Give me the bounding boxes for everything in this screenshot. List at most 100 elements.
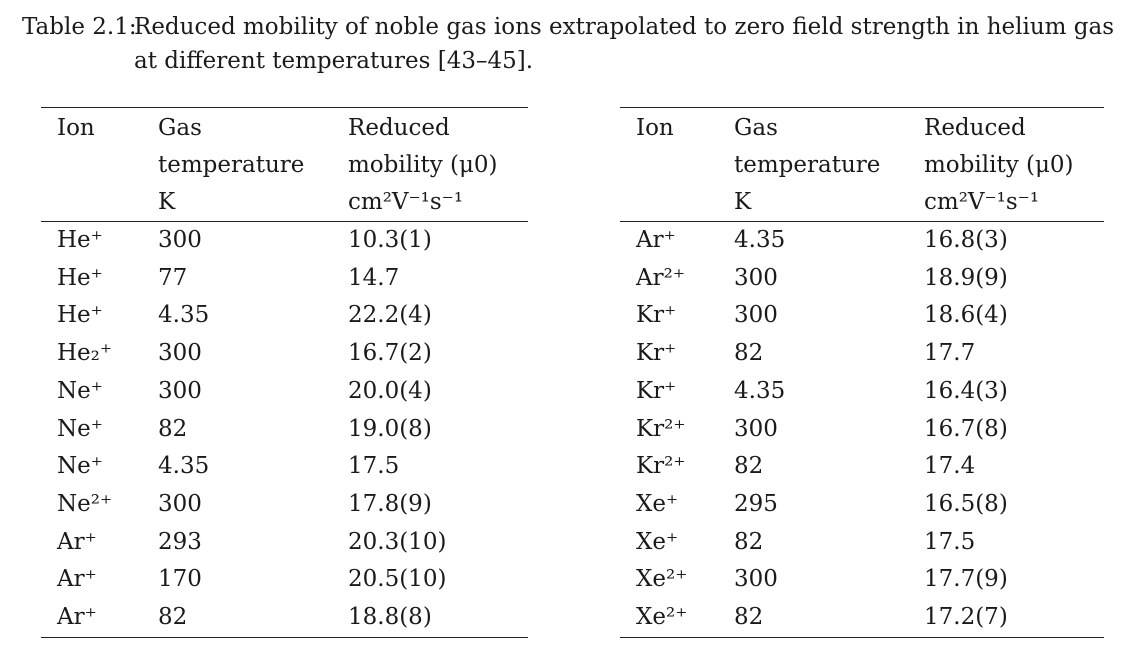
ion-cell: Xe²⁺ bbox=[620, 599, 734, 638]
ion-cell: Ne⁺ bbox=[57, 453, 103, 480]
mobility-cell: 17.4 bbox=[924, 453, 976, 480]
table-row: He⁺ 4.35 22.2(4) bbox=[41, 297, 528, 335]
ion-cell: Kr⁺ bbox=[636, 377, 677, 404]
ion-cell: He⁺ bbox=[57, 264, 103, 291]
mobility-cell: 16.7(2) bbox=[348, 340, 432, 367]
ion-cell: Ar⁺ bbox=[41, 599, 158, 638]
mobility-cell: 14.7 bbox=[348, 264, 400, 291]
table-row: Ne⁺ 300 20.0(4) bbox=[41, 373, 528, 411]
mobility-cell: 20.3(10) bbox=[348, 528, 447, 555]
ion-cell: Ne⁺ bbox=[57, 377, 103, 404]
mobility-cell: 20.5(10) bbox=[348, 566, 447, 593]
temperature-cell: 170 bbox=[158, 566, 202, 593]
mobility-cell: 18.6(4) bbox=[924, 302, 1008, 329]
ion-cell: Ne²⁺ bbox=[57, 490, 113, 517]
table-row: He⁺ 300 10.3(1) bbox=[41, 222, 528, 260]
mobility-cell: 16.7(8) bbox=[924, 415, 1008, 442]
temperature-cell: 295 bbox=[734, 490, 778, 517]
mobility-cell: 17.7(9) bbox=[924, 566, 1008, 593]
ion-cell: Ar⁺ bbox=[57, 528, 97, 555]
temperature-cell: 82 bbox=[158, 599, 348, 638]
ion-cell: He⁺ bbox=[57, 227, 103, 253]
table-row: Xe²⁺ 82 17.2(7) bbox=[620, 599, 1104, 638]
mobility-cell: 17.5 bbox=[924, 528, 976, 555]
table-row: Xe⁺ 82 17.5 bbox=[620, 524, 1104, 562]
caption-label: Table 2.1: bbox=[22, 14, 137, 40]
ion-cell: Kr²⁺ bbox=[636, 415, 686, 442]
table-row: Ne⁺ 4.35 17.5 bbox=[41, 448, 528, 486]
mobility-cell: 20.0(4) bbox=[348, 377, 432, 404]
table-row: Ne⁺ 82 19.0(8) bbox=[41, 411, 528, 449]
header-row: Ion Gas temperature K Reduced mobility (… bbox=[41, 107, 528, 222]
mobility-cell: 17.5 bbox=[348, 453, 400, 480]
mobility-cell: 16.5(8) bbox=[924, 490, 1008, 517]
caption-line-1: Reduced mobility of noble gas ions extra… bbox=[134, 14, 1115, 40]
ion-cell: Ar⁺ bbox=[636, 227, 676, 253]
header-mobility: Reduced mobility (μ0) cm²V⁻¹s⁻¹ bbox=[348, 107, 528, 222]
table-row: Xe²⁺ 300 17.7(9) bbox=[620, 561, 1104, 599]
table-row: Xe⁺ 295 16.5(8) bbox=[620, 486, 1104, 524]
temperature-cell: 300 bbox=[158, 490, 202, 517]
table-row: Kr²⁺ 300 16.7(8) bbox=[620, 411, 1104, 449]
temperature-cell: 4.35 bbox=[734, 227, 786, 253]
mobility-table-left: Ion Gas temperature K Reduced mobility (… bbox=[41, 107, 528, 638]
ion-cell: He₂⁺ bbox=[57, 340, 113, 367]
table-row: Ar⁺ 4.35 16.8(3) bbox=[620, 222, 1104, 260]
mobility-cell: 17.8(9) bbox=[348, 490, 432, 517]
table-row: Ar⁺ 293 20.3(10) bbox=[41, 524, 528, 562]
temperature-cell: 300 bbox=[734, 264, 778, 291]
temperature-cell: 300 bbox=[158, 377, 202, 404]
ion-cell: Ne⁺ bbox=[57, 415, 103, 442]
temperature-cell: 300 bbox=[734, 415, 778, 442]
ion-cell: Kr²⁺ bbox=[636, 453, 686, 480]
temperature-cell: 82 bbox=[734, 453, 764, 480]
mobility-cell: 18.9(9) bbox=[924, 264, 1008, 291]
header-ion: Ion bbox=[41, 107, 158, 222]
ion-cell: Kr⁺ bbox=[636, 340, 677, 367]
temperature-cell: 300 bbox=[158, 340, 202, 367]
table-row: Kr⁺ 82 17.7 bbox=[620, 335, 1104, 373]
header-mobility: Reduced mobility (μ0) cm²V⁻¹s⁻¹ bbox=[924, 107, 1104, 222]
temperature-cell: 300 bbox=[734, 302, 778, 329]
temperature-cell: 82 bbox=[734, 599, 924, 638]
table-row: Kr⁺ 300 18.6(4) bbox=[620, 297, 1104, 335]
ion-cell: Kr⁺ bbox=[636, 302, 677, 329]
table-row: Ar⁺ 170 20.5(10) bbox=[41, 561, 528, 599]
ion-cell: He⁺ bbox=[57, 302, 103, 329]
ion-cell: Xe²⁺ bbox=[636, 566, 688, 593]
ion-cell: Ar²⁺ bbox=[636, 264, 685, 291]
header-ion: Ion bbox=[620, 107, 734, 222]
temperature-cell: 4.35 bbox=[734, 377, 786, 404]
table-row: Kr²⁺ 82 17.4 bbox=[620, 448, 1104, 486]
header-row: Ion Gas temperature K Reduced mobility (… bbox=[620, 107, 1104, 222]
table-row: Ar²⁺ 300 18.9(9) bbox=[620, 260, 1104, 298]
header-temperature: Gas temperature K bbox=[158, 107, 348, 222]
temperature-cell: 82 bbox=[158, 415, 188, 442]
temperature-cell: 77 bbox=[158, 264, 188, 291]
caption-line-2: at different temperatures [43–45]. bbox=[134, 48, 534, 74]
left-table-body: He⁺ 300 10.3(1) He⁺ 77 14.7 He⁺ 4.35 22.2(4) H… bbox=[41, 222, 528, 638]
mobility-cell: 19.0(8) bbox=[348, 415, 432, 442]
header-temperature: Gas temperature K bbox=[734, 107, 924, 222]
ion-cell: Ar⁺ bbox=[57, 566, 97, 593]
table-caption: Table 2.1: Reduced mobility of noble gas… bbox=[22, 10, 1114, 78]
mobility-cell: 16.8(3) bbox=[924, 227, 1008, 253]
temperature-cell: 300 bbox=[158, 227, 202, 253]
table-row: Ar⁺ 82 18.8(8) bbox=[41, 599, 528, 638]
mobility-cell: 18.8(8) bbox=[348, 599, 528, 638]
temperature-cell: 300 bbox=[734, 566, 778, 593]
mobility-cell: 10.3(1) bbox=[348, 227, 432, 253]
ion-cell: Xe⁺ bbox=[636, 528, 679, 555]
right-table-body: Ar⁺ 4.35 16.8(3) Ar²⁺ 300 18.9(9) Kr⁺ 300 18.6… bbox=[620, 222, 1104, 638]
temperature-cell: 4.35 bbox=[158, 302, 210, 329]
temperature-cell: 293 bbox=[158, 528, 202, 555]
mobility-cell: 17.2(7) bbox=[924, 599, 1104, 638]
table-row: Ne²⁺ 300 17.8(9) bbox=[41, 486, 528, 524]
mobility-cell: 17.7 bbox=[924, 340, 976, 367]
table-row: He⁺ 77 14.7 bbox=[41, 260, 528, 298]
table-row: Kr⁺ 4.35 16.4(3) bbox=[620, 373, 1104, 411]
mobility-cell: 22.2(4) bbox=[348, 302, 432, 329]
ion-cell: Xe⁺ bbox=[636, 490, 679, 517]
temperature-cell: 4.35 bbox=[158, 453, 210, 480]
mobility-table-right: Ion Gas temperature K Reduced mobility (… bbox=[620, 107, 1104, 638]
